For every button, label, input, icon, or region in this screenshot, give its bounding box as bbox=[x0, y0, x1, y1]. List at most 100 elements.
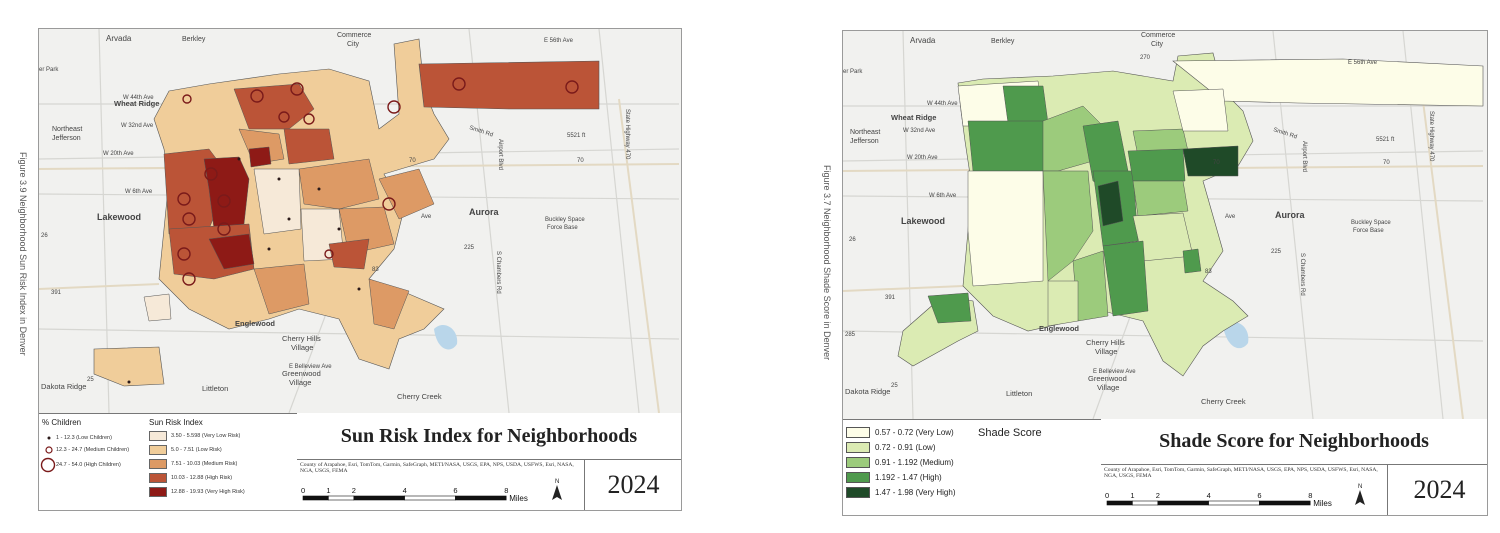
neighborhood-veryhigh-a bbox=[1097, 180, 1124, 227]
neighborhood-west-veryhigh bbox=[203, 156, 250, 230]
shade-legend-swatch bbox=[846, 487, 870, 498]
label-berkley: Berkley bbox=[182, 36, 206, 43]
shade-legend-item: 1.192 - 1.47 (High) bbox=[846, 472, 942, 483]
neighborhood-veryhigh-b bbox=[1182, 145, 1239, 177]
label-lakewood: Lakewood bbox=[97, 212, 141, 222]
label-lakewood-r: Lakewood bbox=[901, 216, 945, 226]
label-commerce: Commerce bbox=[337, 32, 371, 39]
shade-score-credits: County of Arapahoe, Esri, TomTom, Garmin… bbox=[1104, 467, 1378, 480]
risk-legend-item: 12.88 - 19.93 (Very High Risk) bbox=[149, 487, 245, 497]
label-hw25: 25 bbox=[87, 377, 94, 383]
risk-legend-item: 3.50 - 5.598 (Very Low Risk) bbox=[149, 431, 240, 441]
risk-legend-label: 3.50 - 5.598 (Very Low Risk) bbox=[171, 433, 241, 439]
label-cherry-hills-r2: Village bbox=[1095, 347, 1117, 356]
shade-legend-item: 1.47 - 1.98 (Very High) bbox=[846, 487, 955, 498]
neighborhood-nw-high bbox=[1002, 85, 1049, 124]
sun-risk-map-canvas: Arvada Berkley Commerce City er Park Whe… bbox=[39, 29, 680, 413]
shade-legend-item: 0.72 - 0.91 (Low) bbox=[846, 442, 935, 453]
label-hw70-r: 70 bbox=[1213, 160, 1220, 166]
label-sh470-r: State Highway 470 bbox=[1428, 111, 1434, 162]
label-hw26-r: 26 bbox=[849, 237, 856, 243]
label-buckley-r1: Buckley Space bbox=[1351, 220, 1391, 226]
neighborhood-island-2 bbox=[143, 293, 172, 322]
label-greenwood-1: Greenwood bbox=[282, 369, 321, 378]
left-scale-tick-label: 6 bbox=[453, 486, 457, 495]
label-smith-rd: Smith Rd bbox=[468, 125, 493, 138]
lake bbox=[434, 324, 458, 350]
right-scale-tick-label: 2 bbox=[1156, 491, 1160, 500]
low-children-marker-icon bbox=[47, 436, 51, 440]
left-scale-segment bbox=[455, 495, 507, 501]
label-arvada-r: Arvada bbox=[910, 36, 936, 45]
label-hw25-r: 25 bbox=[891, 383, 898, 389]
label-wheat-ridge: Wheat Ridge bbox=[114, 99, 159, 108]
label-dakota-ridge-r: Dakota Ridge bbox=[845, 387, 890, 396]
right-scale-segment bbox=[1132, 500, 1159, 506]
left-scale-segment bbox=[404, 495, 456, 501]
children-legend-high: 24.7 - 54.0 (High Children) bbox=[40, 457, 121, 473]
label-hw225: 225 bbox=[464, 245, 475, 251]
label-sh470: State Highway 470 bbox=[624, 109, 630, 160]
label-ne-jefferson-2: Jefferson bbox=[52, 135, 81, 142]
label-w44: W 44th Ave bbox=[123, 95, 154, 101]
label-cherry-creek: Cherry Creek bbox=[397, 392, 442, 401]
label-aurora-r: Aurora bbox=[1275, 210, 1305, 220]
north-label: N bbox=[555, 479, 559, 485]
risk-legend-label: 12.88 - 19.93 (Very High Risk) bbox=[171, 489, 245, 495]
sun-risk-title: Sun Risk Index for Neighborhoods bbox=[297, 413, 681, 460]
risk-legend-item: 5.0 - 7.51 (Low Risk) bbox=[149, 445, 222, 455]
shade-legend-label: 0.91 - 1.192 (Medium) bbox=[875, 458, 954, 467]
neighborhood-high-3 bbox=[328, 238, 370, 270]
figure-caption-left: Figure 3.9 Neighborhood Sun Risk Index i… bbox=[18, 152, 28, 356]
shade-legend-label: 0.72 - 0.91 (Low) bbox=[875, 443, 936, 452]
neighborhood-verylow-c bbox=[1172, 88, 1229, 132]
label-w32-r: W 32nd Ave bbox=[903, 128, 936, 134]
label-airport: Airport Blvd bbox=[497, 139, 503, 170]
risk-legend-label: 7.51 - 10.03 (Medium Risk) bbox=[171, 461, 238, 467]
medium-children-marker-icon bbox=[45, 446, 53, 454]
shade-legend-item: 0.91 - 1.192 (Medium) bbox=[846, 457, 954, 468]
label-englewood-r: Englewood bbox=[1039, 324, 1079, 333]
right-scale-unit: Miles bbox=[1313, 499, 1332, 508]
left-scale-segment bbox=[302, 495, 329, 501]
shade-score-map-canvas: Arvada Berkley Commerce City er Park Whe… bbox=[843, 31, 1484, 419]
label-wheat-ridge-r: Wheat Ridge bbox=[891, 113, 936, 122]
risk-legend-swatch bbox=[149, 487, 167, 497]
label-arvada: Arvada bbox=[106, 34, 132, 43]
label-greenwood-2: Village bbox=[289, 378, 311, 387]
neighborhood-medium-5 bbox=[378, 168, 435, 220]
label-e56-r: E 56th Ave bbox=[1348, 60, 1378, 66]
label-chambers-r: S Chambers Rd bbox=[1299, 253, 1305, 296]
risk-legend-swatch bbox=[149, 445, 167, 455]
label-hw26: 26 bbox=[41, 233, 48, 239]
label-cherry-hills-r1: Cherry Hills bbox=[1086, 338, 1125, 347]
label-cherry-hills-1: Cherry Hills bbox=[282, 334, 321, 343]
left-scale-unit: Miles bbox=[509, 494, 528, 503]
label-city-r: City bbox=[1151, 41, 1164, 48]
sun-risk-year: 2024 bbox=[586, 460, 681, 510]
lake-right bbox=[1223, 322, 1249, 349]
risk-legend-title: Sun Risk Index bbox=[149, 418, 203, 427]
left-scale-tick-label: 1 bbox=[326, 486, 330, 495]
label-w6: W 6th Ave bbox=[125, 189, 153, 195]
label-w44-r: W 44th Ave bbox=[927, 101, 958, 107]
left-scale-tick-label: 2 bbox=[352, 486, 356, 495]
risk-legend-label: 10.03 - 12.88 (High Risk) bbox=[171, 475, 233, 481]
children-legend-medium: 12.3 - 24.7 (Medium Children) bbox=[42, 445, 129, 455]
label-w20-r: W 20th Ave bbox=[907, 155, 938, 161]
right-scale-tick-label: 0 bbox=[1105, 491, 1109, 500]
neighborhood-west-verylow bbox=[967, 170, 1044, 287]
sun-risk-credits-box: County of Arapahoe, Esri, TomTom, Garmin… bbox=[297, 460, 585, 510]
neighborhood-west-high bbox=[967, 120, 1049, 172]
label-airport-r: Airport Blvd bbox=[1301, 141, 1307, 172]
neighborhood-southwest-veryhigh bbox=[208, 233, 255, 270]
children-dots bbox=[127, 157, 361, 384]
label-hw83: 83 bbox=[372, 267, 379, 273]
neighborhood-medium-b bbox=[1042, 170, 1094, 282]
label-hw391: 391 bbox=[51, 290, 62, 296]
label-ave-r: Ave bbox=[1225, 214, 1236, 220]
risk-legend-swatch bbox=[149, 473, 167, 483]
label-dakota-ridge: Dakota Ridge bbox=[41, 382, 86, 391]
